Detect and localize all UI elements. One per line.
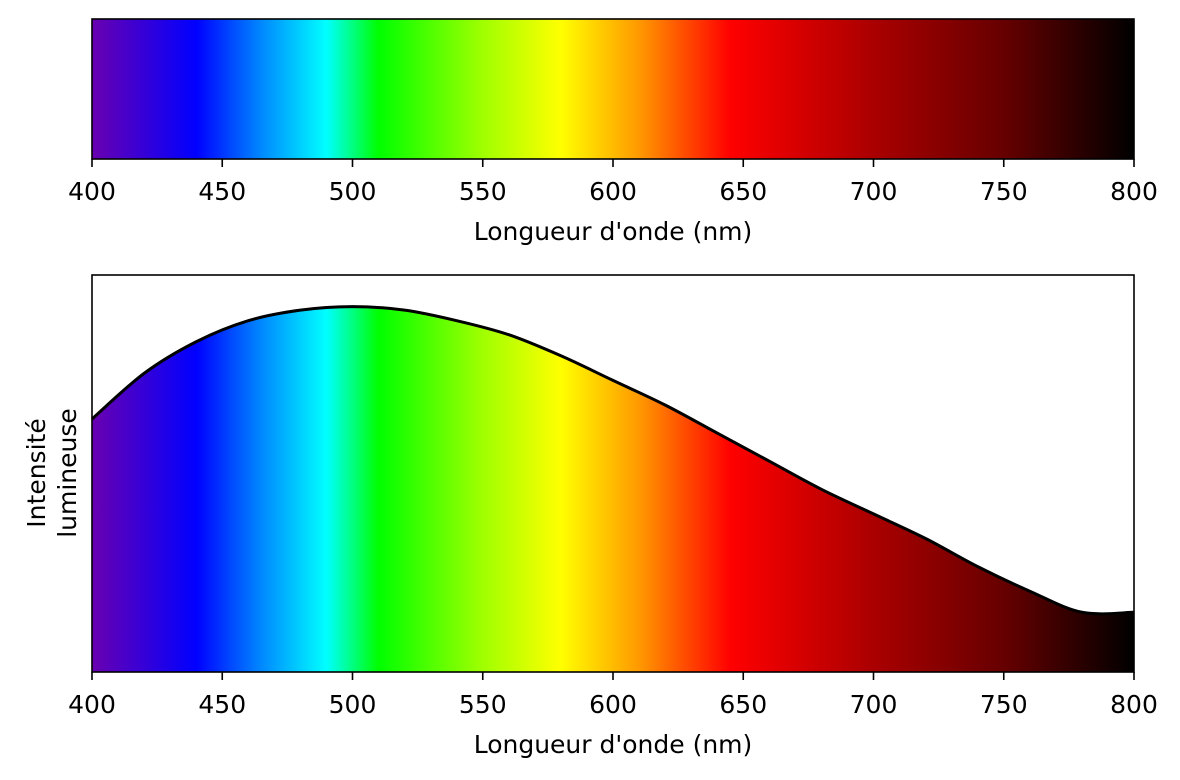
top-x-tick-label-450: 450	[198, 177, 246, 206]
top-x-tick-label-750: 750	[980, 177, 1028, 206]
intensity-area-fill	[92, 306, 1134, 672]
bottom-x-tick-label-500: 500	[329, 690, 377, 719]
intensity-panel: 400 450 500 550 600 650 700 750 800 Longueur d'o…	[22, 274, 1158, 759]
spectrum-bar-panel: 400 450 500 550 600 650 700 750 800 Longueur d'o…	[68, 18, 1158, 246]
top-x-tick-label-650: 650	[719, 177, 767, 206]
bottom-x-axis: 400 450 500 550 600 650 700 750 800	[68, 672, 1158, 719]
top-x-tick-label-700: 700	[850, 177, 898, 206]
top-x-axis-label: Longueur d'onde (nm)	[474, 217, 753, 246]
bottom-x-tick-label-800: 800	[1110, 690, 1158, 719]
intensity-curve-line	[91, 305, 1135, 616]
y-axis-label: Intensité lumineuse	[22, 408, 82, 538]
y-axis-label-line-2: lumineuse	[53, 408, 82, 538]
y-axis-label-line-1: Intensité	[22, 418, 51, 527]
top-x-tick-label-550: 550	[459, 177, 507, 206]
bottom-x-tick-label-550: 550	[459, 690, 507, 719]
spectrum-bar	[92, 19, 1134, 159]
bottom-x-tick-label-750: 750	[980, 690, 1028, 719]
bottom-x-tick-label-400: 400	[68, 690, 116, 719]
bottom-x-tick-label-450: 450	[198, 690, 246, 719]
top-x-tick-label-500: 500	[329, 177, 377, 206]
bottom-x-tick-label-700: 700	[850, 690, 898, 719]
top-x-tick-label-400: 400	[68, 177, 116, 206]
bottom-x-tick-label-600: 600	[589, 690, 637, 719]
top-x-axis: 400 450 500 550 600 650 700 750 800	[68, 159, 1158, 206]
top-x-tick-label-600: 600	[589, 177, 637, 206]
intensity-area	[91, 305, 1135, 672]
bottom-x-tick-label-650: 650	[719, 690, 767, 719]
top-x-tick-label-800: 800	[1110, 177, 1158, 206]
bottom-x-axis-label: Longueur d'onde (nm)	[474, 730, 753, 759]
